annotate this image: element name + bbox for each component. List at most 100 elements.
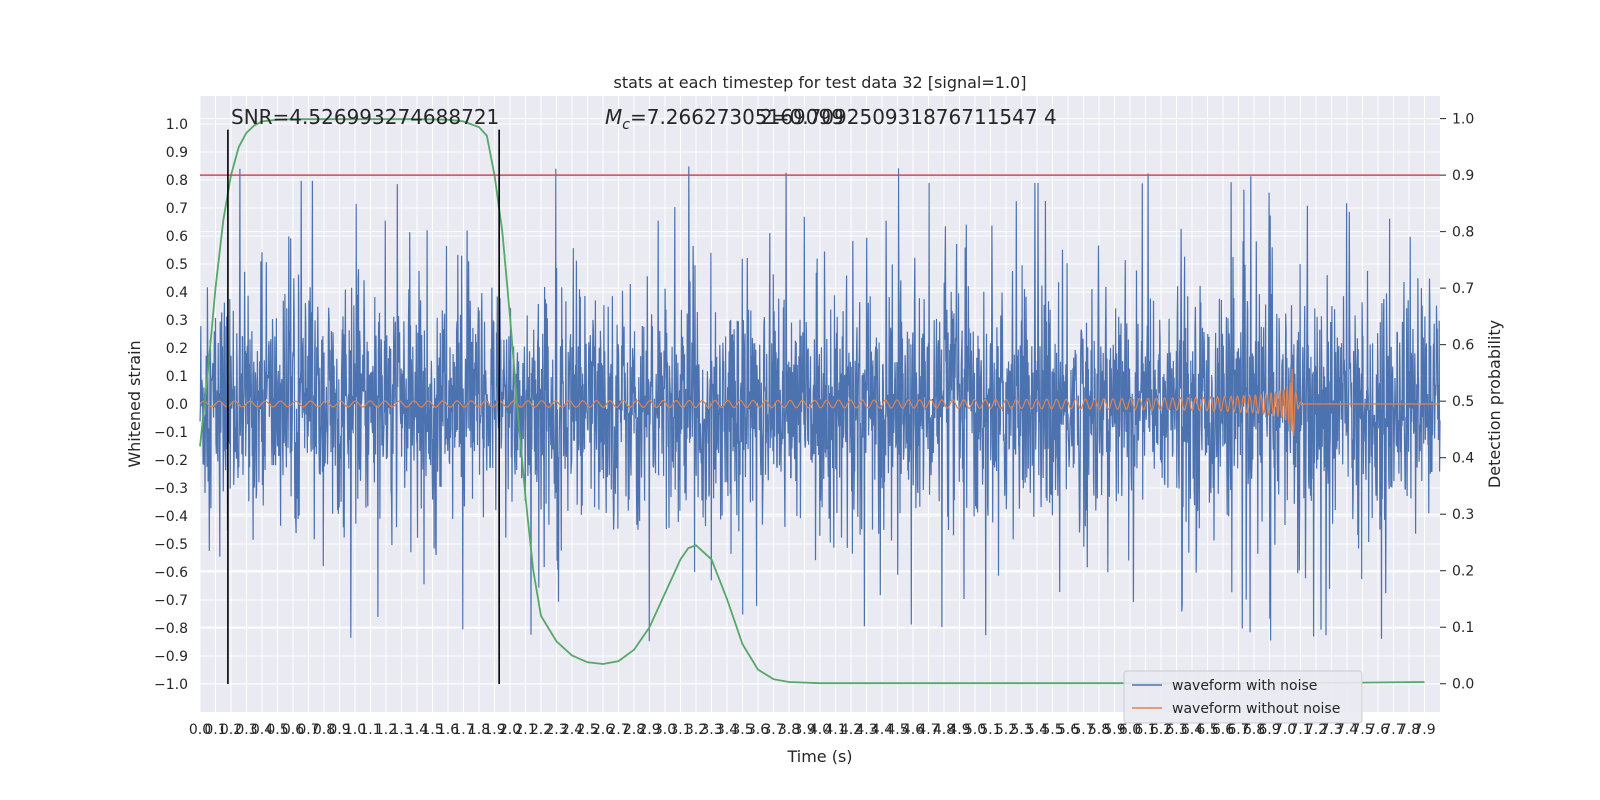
x-tick-label: 6.6 xyxy=(1212,722,1234,738)
series-waveform-without-noise xyxy=(199,368,1440,437)
x-tick-label: 1.2 xyxy=(375,722,397,738)
x-tick-label: 3.9 xyxy=(793,722,815,738)
overlap-annotation: 2=0.709250931876711547 4 xyxy=(760,105,1057,129)
x-tick-label: 2.0 xyxy=(499,722,521,738)
y-tick-label: −0.1 xyxy=(154,425,188,441)
x-tick-label: 5.2 xyxy=(995,722,1017,738)
y-tick-label: −0.5 xyxy=(154,537,188,553)
x-tick-label: 5.9 xyxy=(1103,722,1125,738)
noise-trace xyxy=(199,166,1441,642)
x-tick-label: 0.3 xyxy=(235,722,257,738)
x-tick-label: 7.0 xyxy=(1274,722,1296,738)
y-tick-label: −0.6 xyxy=(154,565,188,581)
x-tick-label: 7.9 xyxy=(1413,722,1435,738)
x-tick-label: 2.5 xyxy=(576,722,598,738)
x-tick-label: 6.9 xyxy=(1258,722,1280,738)
mc-symbol: M xyxy=(605,105,622,129)
x-tick-label: 6.1 xyxy=(1134,722,1156,738)
x-tick-label: 0.7 xyxy=(297,722,319,738)
x-tick-label: 3.3 xyxy=(700,722,722,738)
x-tick-label: 0.8 xyxy=(313,722,335,738)
x-tick-label: 2.6 xyxy=(592,722,614,738)
x-axis-label: Time (s) xyxy=(786,747,852,766)
y-tick-label: −0.4 xyxy=(154,509,188,525)
x-tick-label: 4.1 xyxy=(824,722,846,738)
y-tick-label: 0.9 xyxy=(166,145,188,161)
x-tick-label: 4.2 xyxy=(840,722,862,738)
mc-value: =7.26627305169099 xyxy=(630,105,844,129)
x-tick-label: 3.1 xyxy=(669,722,691,738)
x-tick-label: 2.7 xyxy=(607,722,629,738)
x-tick-label: 7.4 xyxy=(1336,722,1358,738)
x-tick-label: 7.3 xyxy=(1320,722,1342,738)
x-tick-label: 6.2 xyxy=(1150,722,1172,738)
x-tick-label: 4.5 xyxy=(886,722,908,738)
x-tick-label: 5.7 xyxy=(1072,722,1094,738)
x-tick-label: 1.9 xyxy=(483,722,505,738)
x-tick-label: 3.6 xyxy=(747,722,769,738)
x-tick-label: 6.0 xyxy=(1119,722,1141,738)
x-tick-label: 3.0 xyxy=(654,722,676,738)
y2-tick-label: 0.0 xyxy=(1452,677,1474,693)
x-tick-label: 2.8 xyxy=(623,722,645,738)
probability-trace xyxy=(199,118,1425,685)
x-tick-label: 3.8 xyxy=(778,722,800,738)
overlays xyxy=(200,129,1440,684)
x-tick-label: 5.6 xyxy=(1057,722,1079,738)
x-tick-label: 5.4 xyxy=(1026,722,1048,738)
x-tick-label: 2.4 xyxy=(561,722,583,738)
x-tick-label: 6.4 xyxy=(1181,722,1203,738)
x-tick-labels: 0.00.10.20.30.40.50.60.70.80.91.01.11.21… xyxy=(189,722,1436,738)
y2-tick-label: 0.2 xyxy=(1452,564,1474,580)
chart-title: stats at each timestep for test data 32 … xyxy=(614,73,1027,92)
x-tick-label: 0.9 xyxy=(328,722,350,738)
series-detection-probability xyxy=(199,118,1425,685)
x-tick-label: 1.4 xyxy=(406,722,428,738)
y2-tick-label: 0.8 xyxy=(1452,225,1474,241)
x-tick-label: 1.7 xyxy=(452,722,474,738)
y-tick-label: −0.7 xyxy=(154,593,188,609)
x-tick-label: 0.5 xyxy=(266,722,288,738)
x-tick-label: 7.6 xyxy=(1367,722,1389,738)
x-tick-label: 4.3 xyxy=(855,722,877,738)
x-tick-label: 3.5 xyxy=(731,722,753,738)
x-tick-label: 3.7 xyxy=(762,722,784,738)
y2-tick-label: 0.6 xyxy=(1452,338,1474,354)
x-tick-label: 5.1 xyxy=(979,722,1001,738)
y2-tick-label: 0.4 xyxy=(1452,451,1474,467)
y-tick-label: 0.0 xyxy=(166,397,188,413)
y2-tick-label: 0.9 xyxy=(1452,168,1474,184)
y-tick-label: 0.1 xyxy=(166,369,188,385)
x-tick-label: 0.6 xyxy=(282,722,304,738)
y-tick-label: 0.6 xyxy=(166,229,188,245)
mc-annotation: Mc=7.26627305169099 xyxy=(605,105,844,133)
legend-label-clean: waveform without noise xyxy=(1172,701,1340,717)
x-tick-label: 1.8 xyxy=(468,722,490,738)
x-tick-label: 5.3 xyxy=(1010,722,1032,738)
x-tick-label: 2.1 xyxy=(514,722,536,738)
y-tick-label: 0.2 xyxy=(166,341,188,357)
x-tick-label: 2.9 xyxy=(638,722,660,738)
x-tick-label: 1.1 xyxy=(359,722,381,738)
x-tick-label: 3.4 xyxy=(716,722,738,738)
x-tick-label: 0.4 xyxy=(251,722,273,738)
x-tick-label: 0.2 xyxy=(220,722,242,738)
y-tick-label: 0.4 xyxy=(166,285,188,301)
x-tick-label: 1.0 xyxy=(344,722,366,738)
clean-trace xyxy=(199,368,1440,437)
x-tick-label: 2.2 xyxy=(530,722,552,738)
x-tick-label: 4.9 xyxy=(948,722,970,738)
legend: waveform with noise waveform without noi… xyxy=(1123,670,1363,724)
mc-subscript: c xyxy=(622,117,630,133)
x-tick-label: 6.7 xyxy=(1227,722,1249,738)
y-tick-label: −0.9 xyxy=(154,649,188,665)
x-tick-label: 6.5 xyxy=(1196,722,1218,738)
y-tick-label: 0.3 xyxy=(166,313,188,329)
x-tick-label: 7.5 xyxy=(1351,722,1373,738)
y2-tick-labels: 1.0 0.9 0.8 0.7 0.6 0.5 0.4 0.3 0.2 0.1 0.0 xyxy=(1440,112,1474,693)
x-tick-label: 1.5 xyxy=(421,722,443,738)
y2-tick-label: 0.7 xyxy=(1452,281,1474,297)
x-tick-label: 5.8 xyxy=(1088,722,1110,738)
y-tick-label: −1.0 xyxy=(154,677,188,693)
